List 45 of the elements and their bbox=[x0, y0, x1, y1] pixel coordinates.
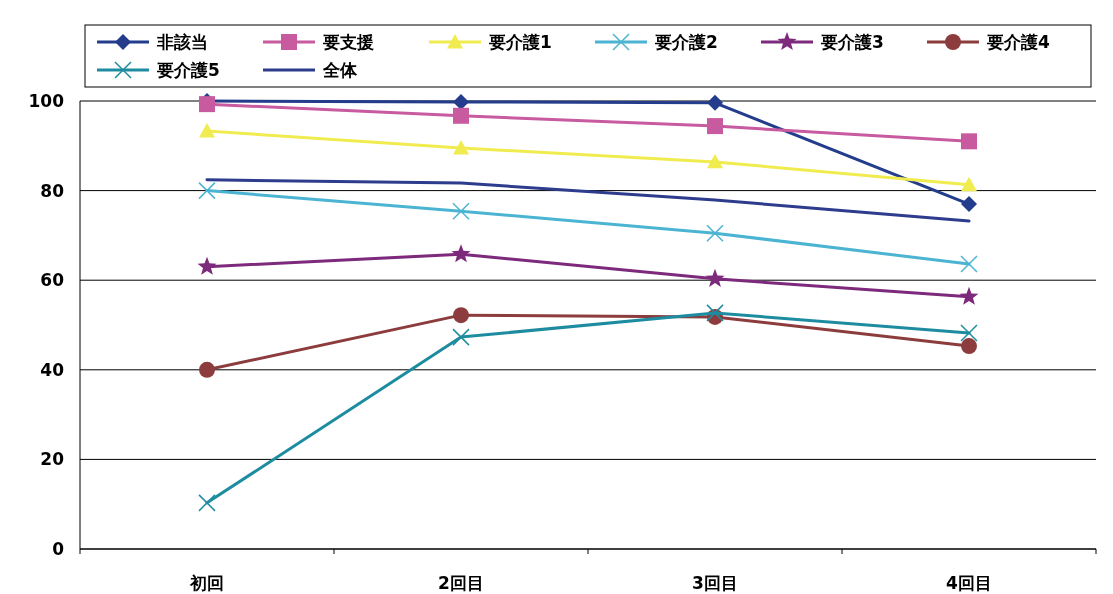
legend-label: 要支援 bbox=[322, 31, 374, 52]
point bbox=[453, 93, 469, 110]
y-tick-label: 40 bbox=[40, 359, 65, 380]
point bbox=[452, 202, 470, 220]
point bbox=[961, 196, 977, 213]
x-tick-label: 3回目 bbox=[692, 573, 738, 593]
y-tick-label: 0 bbox=[52, 538, 65, 559]
y-tick-label: 60 bbox=[40, 270, 65, 291]
point bbox=[961, 133, 977, 150]
y-tick-label: 100 bbox=[28, 90, 65, 111]
point bbox=[960, 255, 978, 273]
point bbox=[451, 244, 471, 263]
point bbox=[198, 494, 216, 512]
point bbox=[707, 118, 723, 135]
x-tick-label: 2回目 bbox=[438, 573, 484, 593]
point bbox=[961, 338, 977, 355]
point bbox=[453, 307, 469, 324]
line-series bbox=[205, 178, 971, 223]
y-tick-label: 80 bbox=[40, 180, 65, 201]
x-tick-label: 初回 bbox=[189, 573, 224, 593]
x-tick-label: 4回目 bbox=[946, 573, 992, 593]
legend-label: 要介護3 bbox=[820, 31, 884, 52]
point bbox=[706, 304, 724, 322]
legend-label: 要介護5 bbox=[156, 59, 220, 80]
point bbox=[707, 94, 723, 111]
point bbox=[959, 286, 979, 305]
point bbox=[453, 140, 469, 155]
point bbox=[961, 176, 977, 192]
y-tick-label: 20 bbox=[40, 449, 65, 470]
point bbox=[960, 324, 978, 342]
legend-label: 要介護4 bbox=[986, 31, 1050, 52]
point bbox=[198, 181, 216, 200]
point bbox=[705, 268, 725, 287]
point bbox=[707, 153, 723, 169]
legend-label: 要介護1 bbox=[488, 31, 552, 52]
legend-label: 要介護2 bbox=[654, 31, 718, 52]
point bbox=[199, 96, 215, 113]
point bbox=[706, 224, 724, 242]
legend-label: 全体 bbox=[322, 59, 358, 80]
point bbox=[197, 256, 217, 275]
point bbox=[452, 328, 470, 346]
point bbox=[199, 123, 215, 138]
legend-label: 非該当 bbox=[156, 31, 208, 52]
point bbox=[199, 361, 215, 378]
point bbox=[453, 107, 469, 124]
